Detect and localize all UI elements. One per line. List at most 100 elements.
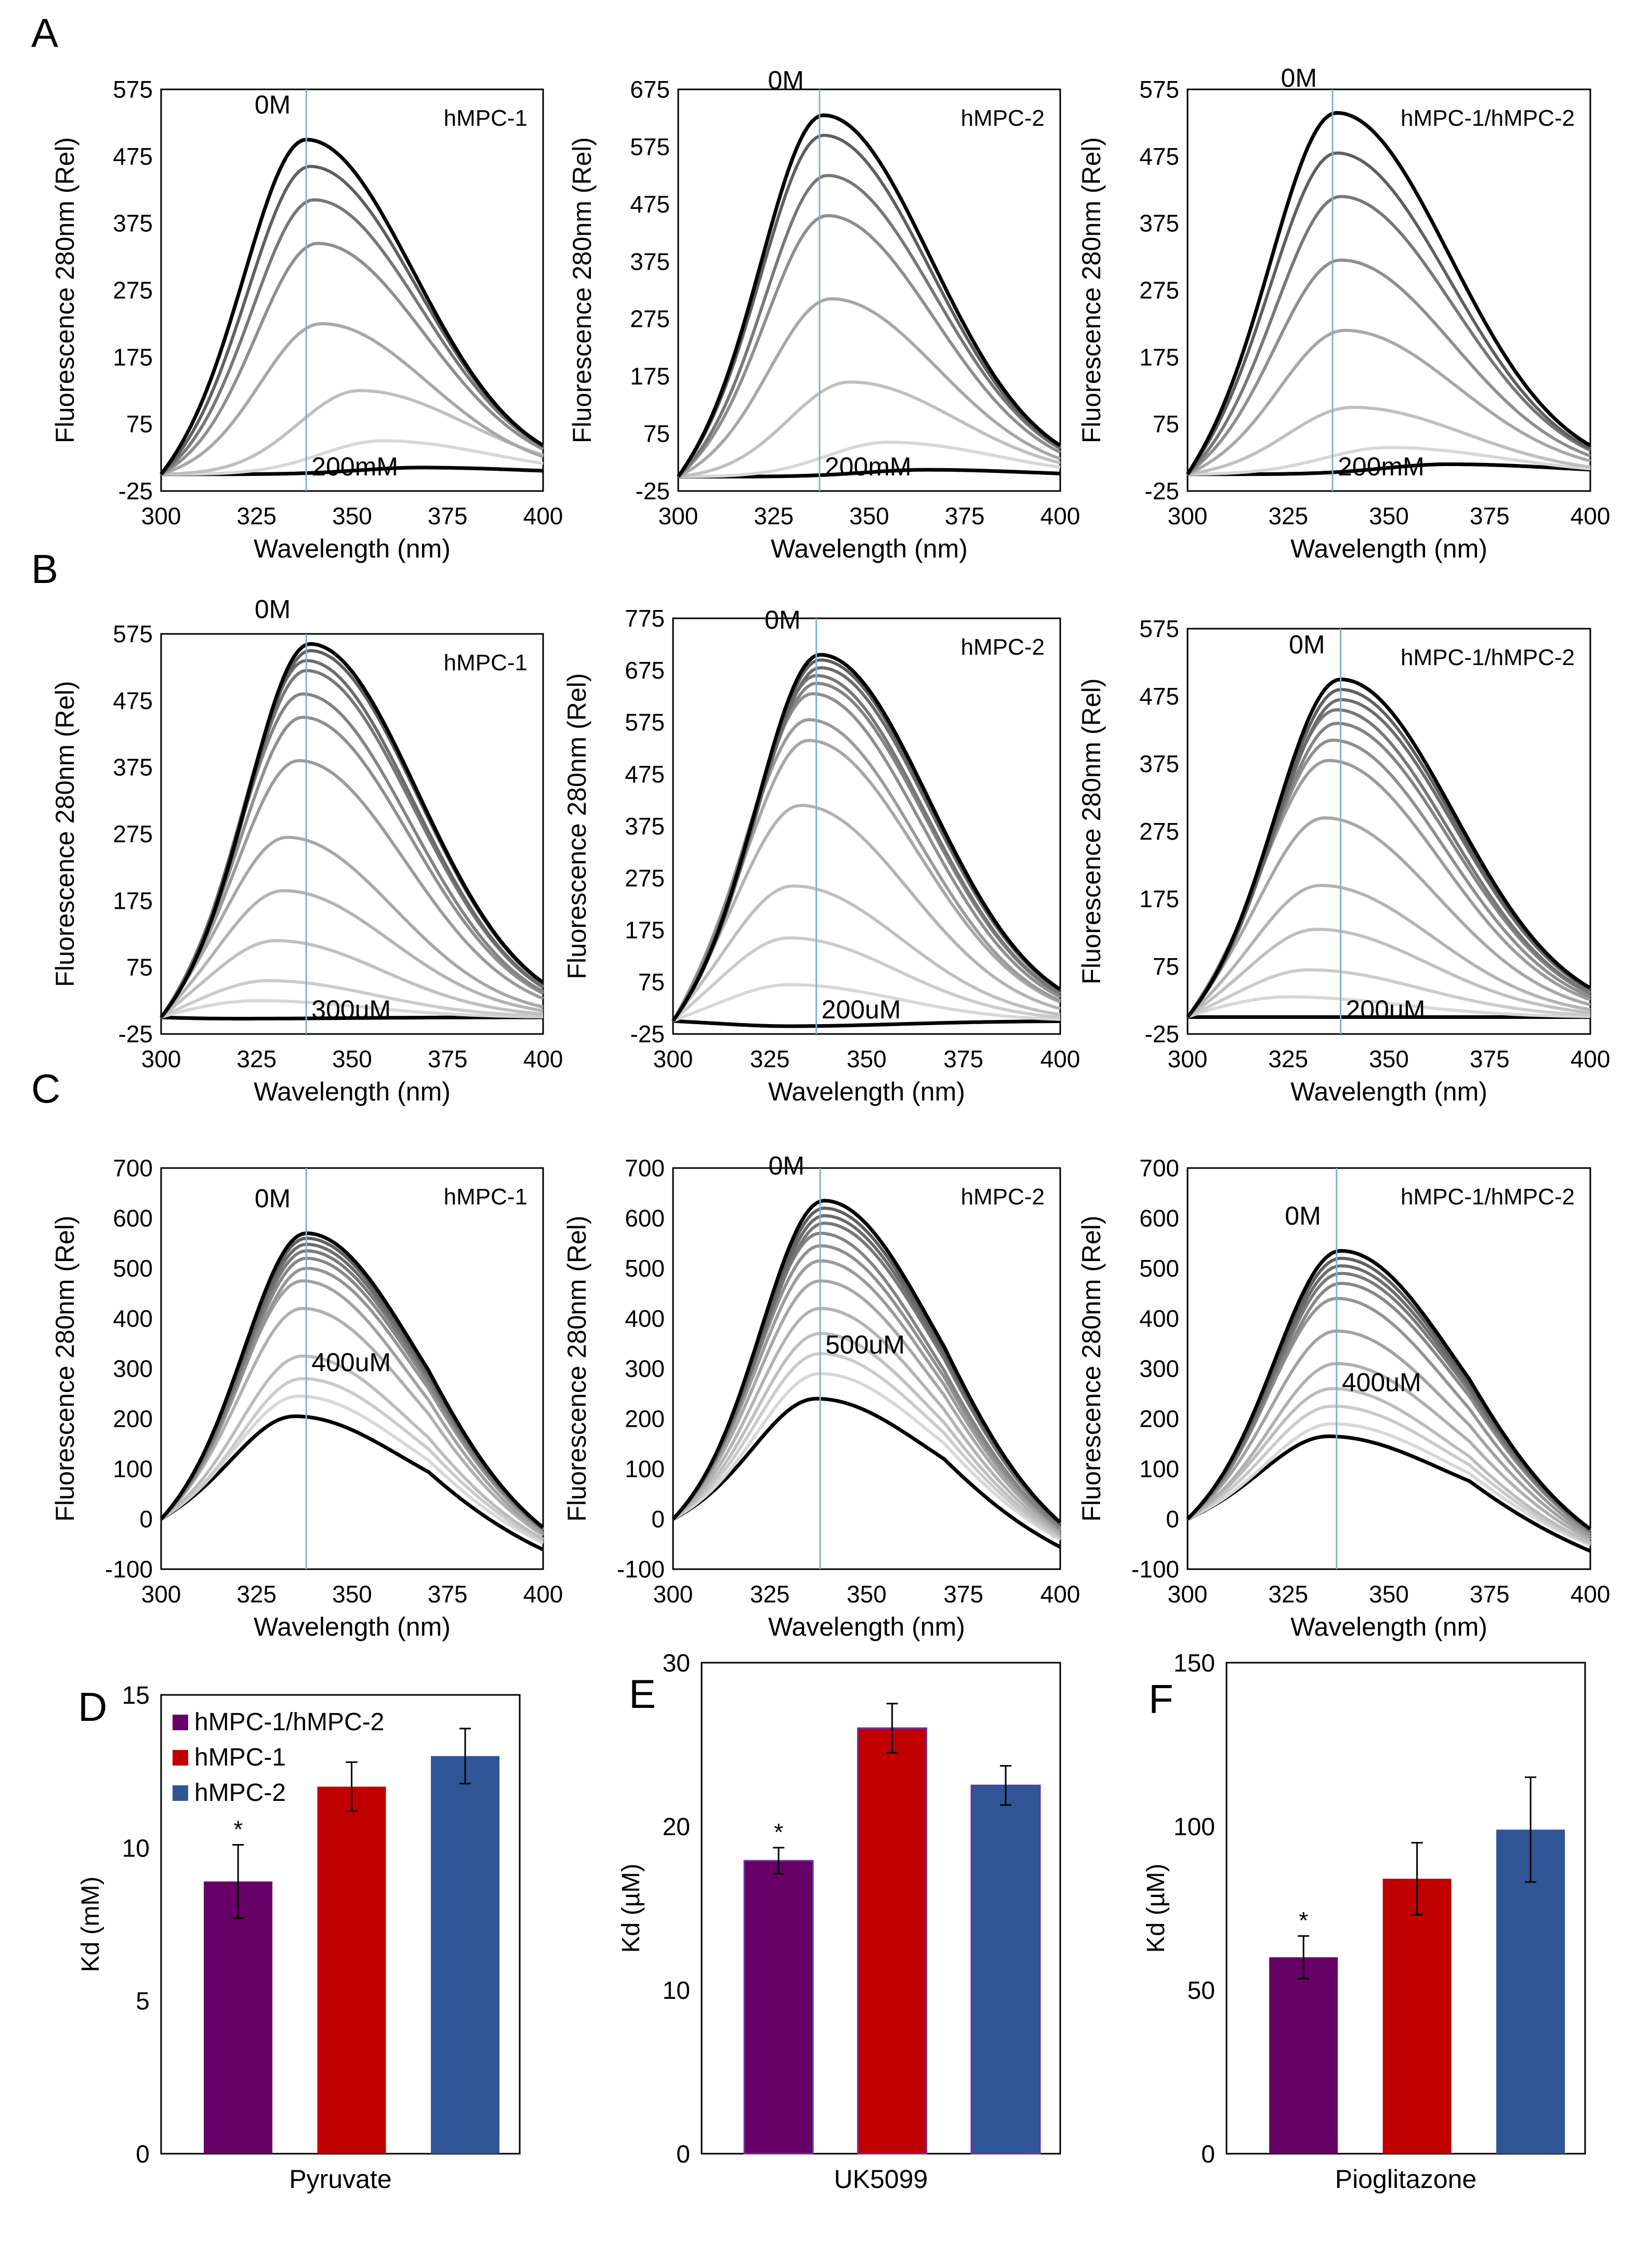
panel-b-hmpc1-xtick-label-2: 350 (332, 1045, 372, 1072)
panel-b-combined-title: hMPC-1/hMPC-2 (1401, 645, 1575, 670)
panel-b-hmpc2-ytick-label-6: 575 (625, 709, 665, 736)
panel-b-hmpc1-ylabel: Fluorescence 280nm (Rel) (50, 681, 80, 987)
panel-a-combined-series-line-6 (1187, 446, 1591, 476)
panel-c-combined-ytick-label-5: 400 (1139, 1305, 1179, 1332)
panel-c-hmpc1-xtick-label-4: 400 (523, 1581, 563, 1608)
panel-b-hmpc2-series-line-0 (671, 653, 1061, 1022)
panel-a-hmpc2-xlabel: Wavelength (nm) (771, 534, 968, 563)
panel-a-hmpc2-start-label: 0M (768, 66, 803, 95)
panel-a-combined-ytick-label-5: 475 (1139, 143, 1179, 170)
panel-a-hmpc1-end-label: 200mM (311, 452, 398, 481)
panel-c-combined-ytick-label-4: 300 (1139, 1355, 1179, 1382)
panel-b-hmpc2-series-line-5 (671, 692, 1061, 1022)
panel-a-combined-plot-frame (1186, 88, 1591, 492)
panel-f-ytick-label-1: 50 (1188, 1977, 1215, 2005)
panel-a-combined-xtick-label-0: 300 (1168, 502, 1208, 529)
panel-a-hmpc2-xtick-label-4: 400 (1040, 502, 1080, 529)
panel-a-combined-series-line-0 (1186, 111, 1591, 475)
panel-a-combined-title: hMPC-1/hMPC-2 (1401, 105, 1575, 131)
panel-b-hmpc2-xtick-label-1: 325 (750, 1045, 790, 1072)
panel-c-hmpc1-xtick-label-0: 300 (141, 1581, 181, 1608)
panel-b-hmpc2-ytick-label-7: 675 (625, 657, 665, 684)
panel-c-hmpc1-ytick-label-6: 500 (113, 1255, 153, 1282)
panel-c-hmpc1-series-line-6 (160, 1279, 544, 1535)
panel-letter-b: B (31, 546, 59, 592)
panel-a-hmpc2-series-line-5 (678, 380, 1061, 479)
panel-b-hmpc2-title: hMPC-2 (961, 634, 1045, 660)
panel-b-hmpc1-title: hMPC-1 (444, 650, 528, 675)
panel-d-legend-swatch-1 (173, 1750, 188, 1766)
panel-e-significance-0: * (774, 1819, 783, 1846)
panel-a-combined-series-line-7 (1188, 462, 1591, 476)
panel-a-hmpc1-series-line-6 (161, 439, 544, 476)
panel-a-hmpc1-ytick-label-4: 375 (113, 210, 153, 237)
panel-b-combined-ytick-label-2: 175 (1139, 885, 1179, 912)
panel-b-combined-start-label: 0M (1289, 630, 1325, 659)
panel-a-hmpc2-series-line-7 (678, 468, 1061, 479)
panel-a-hmpc1-xtick-label-4: 400 (523, 502, 563, 529)
panel-a-hmpc1-ytick-label-2: 175 (113, 343, 153, 370)
panel-c-hmpc1-title: hMPC-1 (444, 1184, 528, 1210)
panel-c-combined-series-line-4 (1186, 1281, 1591, 1533)
panel-c-hmpc2-series-line-11 (672, 1372, 1061, 1541)
panel-c-hmpc2-end-label: 500uM (825, 1330, 905, 1359)
panel-c-hmpc1-series-line-9 (160, 1377, 544, 1543)
panel-c-combined-xtick-label-1: 325 (1268, 1581, 1308, 1608)
panel-b-hmpc2-ytick-label-4: 375 (625, 813, 665, 840)
panel-b-combined-xlabel: Wavelength (nm) (1290, 1077, 1487, 1106)
panel-e-ytick-label-3: 30 (663, 1650, 690, 1677)
panel-e-ytick-label-0: 0 (676, 2141, 690, 2168)
panel-b-combined-series-line-8 (1186, 884, 1591, 1018)
panel-c-hmpc1-ylabel: Fluorescence 280nm (Rel) (50, 1215, 80, 1521)
panel-a-hmpc2-ytick-label-7: 675 (630, 76, 670, 103)
panel-f-bar-1 (1382, 1878, 1452, 2154)
panel-b-hmpc2-series-line-6 (671, 718, 1061, 1022)
panel-a-hmpc1-series-line-5 (161, 389, 544, 476)
panel-d-ytick-label-2: 10 (122, 1835, 150, 1862)
panel-a-hmpc2-ytick-label-4: 375 (630, 248, 670, 275)
panel-a-hmpc1-series-line-4 (161, 322, 544, 476)
panel-d-significance-0: * (233, 1815, 243, 1842)
panel-b-hmpc2-series-line-10 (671, 936, 1061, 1023)
panel-c-hmpc1-series-line-10 (160, 1395, 544, 1545)
panel-a-hmpc2-ytick-label-0: -25 (636, 478, 670, 505)
panel-c-hmpc2-ytick-label-1: 0 (651, 1506, 665, 1533)
panel-c-hmpc2-series-line-10 (672, 1352, 1061, 1540)
panel-b-hmpc2-ytick-label-1: 75 (638, 969, 665, 996)
panel-a-hmpc2-ytick-label-5: 475 (630, 191, 670, 218)
panel-f-bar-0 (1269, 1957, 1338, 2154)
panel-b-combined-ytick-label-6: 575 (1139, 615, 1179, 642)
panel-b-combined-xtick-label-2: 350 (1369, 1045, 1409, 1072)
panel-b-hmpc1-xtick-label-1: 325 (236, 1045, 276, 1072)
panel-a-hmpc1-xtick-label-3: 375 (428, 502, 468, 529)
panel-b-hmpc1-ytick-label-1: 75 (126, 954, 153, 981)
panel-a-combined-ytick-label-0: -25 (1145, 478, 1179, 505)
panel-b-hmpc1-xtick-label-4: 400 (523, 1045, 563, 1072)
panel-c-hmpc2-xlabel: Wavelength (nm) (768, 1612, 965, 1641)
panel-d-ytick-label-1: 5 (136, 1988, 150, 2015)
panel-d-bar-2 (431, 1756, 500, 2154)
panel-a-hmpc2-series-line-1 (677, 134, 1061, 478)
panel-a-combined-ytick-label-3: 275 (1139, 277, 1179, 304)
panel-a-combined-ytick-label-2: 175 (1139, 343, 1179, 370)
panel-b-combined-xtick-label-3: 375 (1470, 1045, 1510, 1072)
panel-a-hmpc2-ytick-label-2: 175 (630, 363, 670, 390)
panel-d-ytick-label-3: 15 (122, 1682, 150, 1709)
panel-a-combined-ytick-label-1: 75 (1153, 410, 1179, 437)
panel-b-combined-series-line-10 (1186, 968, 1591, 1019)
panel-f-xlabel: Pioglitazone (1335, 2165, 1476, 2194)
panel-b-hmpc1-series-line-8 (160, 889, 544, 1018)
panel-e-bar-2 (970, 1784, 1041, 2155)
panel-a-hmpc1-ytick-label-6: 575 (113, 76, 153, 103)
panel-c-hmpc1-end-label: 400uM (311, 1348, 391, 1377)
panel-a-combined-series-line-4 (1186, 328, 1591, 476)
panel-a-hmpc2-xtick-label-2: 350 (849, 502, 889, 529)
panel-a-hmpc2-plot-frame (677, 88, 1061, 492)
panel-d-bar-1 (317, 1786, 386, 2154)
panel-d-ylabel: Kd (mM) (77, 1877, 104, 1972)
panel-c-hmpc2-ytick-label-2: 100 (625, 1455, 665, 1482)
panel-a-combined-xtick-label-1: 325 (1268, 502, 1308, 529)
panel-e-ylabel: Kd (µM) (617, 1864, 645, 1953)
panel-b-hmpc2-xlabel: Wavelength (nm) (768, 1077, 965, 1106)
